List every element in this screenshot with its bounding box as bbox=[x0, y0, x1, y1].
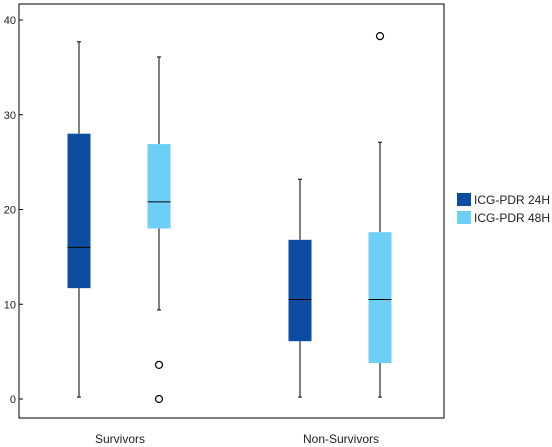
plot-frame bbox=[18, 3, 445, 419]
box-group bbox=[147, 56, 171, 404]
box-groups bbox=[67, 32, 392, 404]
x-axis: Survivors Non-Survivors bbox=[95, 432, 379, 446]
box-iqr bbox=[288, 239, 312, 342]
x-category-label: Survivors bbox=[95, 432, 145, 446]
outlier-point bbox=[154, 360, 164, 369]
y-tick-label: 20 bbox=[4, 205, 16, 217]
box-iqr bbox=[147, 144, 171, 229]
x-category-label: Non-Survivors bbox=[303, 432, 379, 446]
y-axis: 0 10 20 30 40 bbox=[4, 15, 23, 406]
box-iqr bbox=[368, 232, 392, 363]
outlier-point bbox=[375, 32, 385, 41]
legend-label: ICG-PDR 48H bbox=[474, 211, 550, 225]
y-tick-label: 10 bbox=[4, 299, 16, 311]
legend-swatch bbox=[457, 211, 471, 224]
y-tick-label: 0 bbox=[10, 394, 16, 406]
outlier-point bbox=[154, 394, 164, 404]
y-tick-label: 40 bbox=[4, 15, 16, 27]
box-group bbox=[288, 178, 312, 398]
box-group bbox=[368, 32, 392, 398]
box-iqr bbox=[67, 133, 91, 289]
box-group bbox=[67, 41, 91, 398]
legend-swatch bbox=[457, 193, 471, 206]
y-tick-label: 30 bbox=[4, 110, 16, 122]
legend: ICG-PDR 24H ICG-PDR 48H bbox=[457, 193, 550, 225]
legend-label: ICG-PDR 24H bbox=[474, 193, 550, 207]
